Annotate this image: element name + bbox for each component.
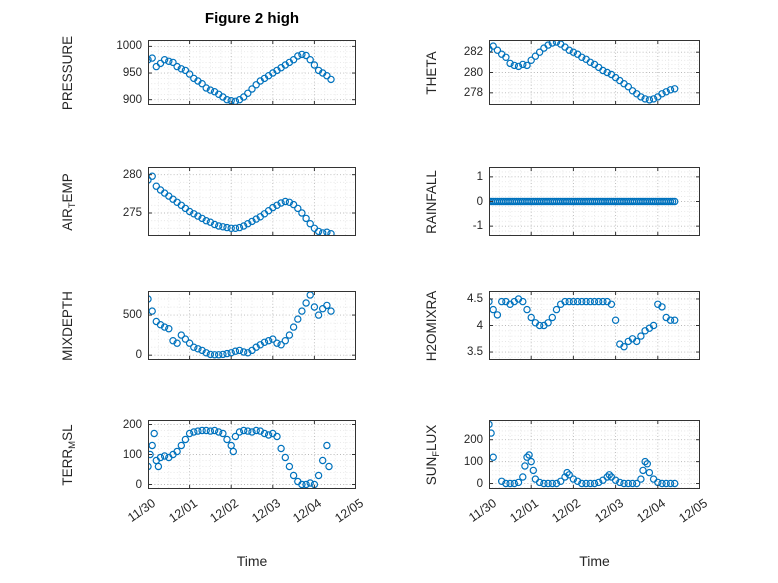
subplot-sun-flux-axes bbox=[489, 420, 700, 489]
ylabel-sun-flux: SUNFLUX bbox=[424, 424, 442, 485]
y-tick-label: 280 bbox=[122, 168, 142, 181]
x-tick-label: 12/04 bbox=[634, 496, 668, 526]
y-tick-label: 950 bbox=[122, 67, 142, 80]
axes-box bbox=[489, 420, 700, 489]
major-grid bbox=[148, 167, 356, 236]
y-tick-label: -1 bbox=[472, 220, 483, 233]
data-points bbox=[489, 295, 679, 351]
xlabel-time: Time bbox=[579, 553, 610, 569]
y-tick-label: 0 bbox=[135, 349, 142, 362]
axes-box bbox=[489, 40, 700, 105]
axes-box bbox=[489, 291, 700, 360]
y-tick-label: 200 bbox=[122, 418, 142, 431]
subplot-h2omixra-axes bbox=[489, 291, 700, 360]
xlabel-time: Time bbox=[236, 553, 268, 569]
ylabel-terr-msl: TERRMSL bbox=[60, 423, 78, 486]
axes-box bbox=[148, 291, 356, 360]
minor-grid bbox=[148, 167, 356, 236]
ylabel-h2omixra: H2OMIXRA bbox=[424, 290, 439, 361]
axes-box bbox=[148, 167, 356, 236]
data-points bbox=[148, 50, 335, 105]
subplot-terr-msl-axes bbox=[148, 420, 356, 489]
x-tick-label: 12/01 bbox=[507, 496, 542, 526]
y-tick-label: 3.5 bbox=[467, 346, 483, 359]
y-tick-label: 200 bbox=[463, 433, 483, 446]
y-tick-label: 1 bbox=[476, 170, 483, 183]
subplot-rainfall-axes bbox=[489, 167, 700, 236]
axes-box bbox=[148, 420, 356, 489]
y-tick-label: 282 bbox=[463, 46, 483, 59]
data-points bbox=[148, 172, 335, 236]
subplot-pressure-axes bbox=[148, 40, 356, 105]
y-tick-label: 0 bbox=[135, 478, 142, 491]
y-tick-label: 4.5 bbox=[467, 292, 483, 305]
x-tick-label: 11/30 bbox=[125, 496, 159, 525]
data-points bbox=[148, 291, 335, 359]
y-tick-label: 0 bbox=[476, 477, 483, 490]
minor-grid bbox=[148, 420, 356, 489]
y-tick-label: 100 bbox=[122, 448, 142, 461]
data-points bbox=[489, 420, 679, 488]
axes-box bbox=[148, 40, 356, 105]
x-tick-label: 12/01 bbox=[165, 496, 200, 526]
x-tick-label: 12/03 bbox=[591, 496, 626, 526]
y-tick-label: 278 bbox=[463, 86, 483, 99]
minor-grid bbox=[148, 40, 356, 105]
subplot-mixdepth-axes bbox=[148, 291, 356, 360]
ylabel-theta: THETA bbox=[424, 50, 439, 95]
major-grid bbox=[148, 420, 356, 489]
x-tick-label: 12/02 bbox=[207, 496, 242, 526]
ylabel-rainfall: RAINFALL bbox=[424, 169, 439, 234]
x-tick-label: 12/03 bbox=[249, 496, 283, 526]
major-grid bbox=[489, 40, 700, 105]
figure-title: Figure 2 high bbox=[204, 10, 300, 27]
y-tick-label: 500 bbox=[122, 309, 142, 322]
y-tick-label: 900 bbox=[122, 93, 142, 106]
ylabel-mixdepth: MIXDEPTH bbox=[60, 290, 75, 361]
y-tick-label: 1000 bbox=[116, 40, 142, 53]
ylabel-air-temp: AIRTEMP bbox=[60, 172, 78, 231]
axes-box bbox=[489, 167, 700, 236]
y-tick-label: 280 bbox=[463, 66, 483, 79]
subplot-theta-axes bbox=[489, 40, 700, 105]
x-tick-label: 12/04 bbox=[290, 496, 325, 526]
ylabel-pressure: PRESSURE bbox=[60, 35, 75, 110]
y-tick-label: 0 bbox=[476, 195, 483, 208]
subplot-air-temp-axes bbox=[148, 167, 356, 236]
minor-grid bbox=[148, 291, 356, 360]
data-points bbox=[148, 426, 333, 489]
x-tick-label: 12/05 bbox=[332, 496, 367, 526]
major-grid bbox=[148, 40, 356, 105]
x-tick-label: 11/30 bbox=[466, 496, 500, 525]
data-points bbox=[489, 40, 679, 104]
x-tick-label: 12/05 bbox=[676, 496, 711, 526]
y-tick-label: 100 bbox=[463, 455, 483, 468]
x-tick-label: 12/02 bbox=[549, 496, 584, 526]
y-tick-label: 275 bbox=[122, 207, 142, 219]
y-tick-label: 4 bbox=[476, 319, 483, 332]
data-points bbox=[489, 197, 679, 206]
